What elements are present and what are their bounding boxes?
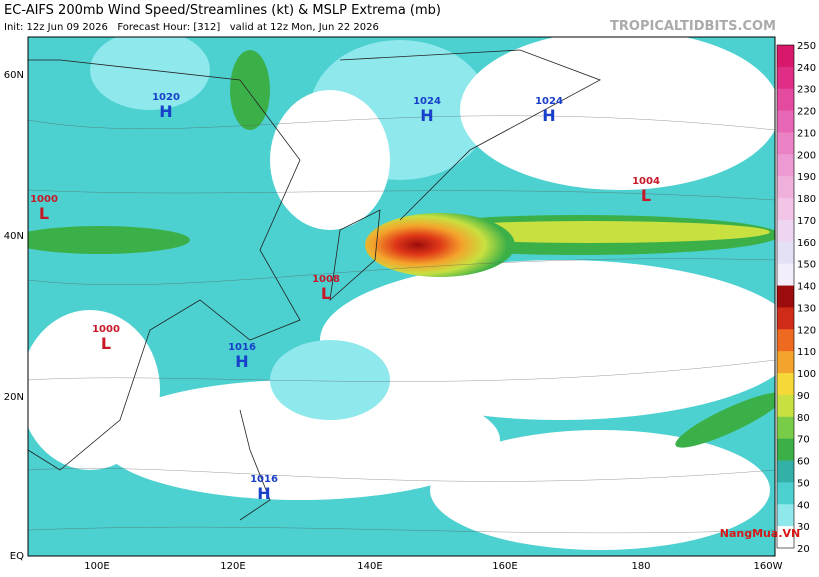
colorbar-tick-label: 120 [797,325,816,336]
lat-label: 40N [4,231,24,242]
colorbar-swatch [777,307,794,330]
colorbar-tick-label: 30 [797,522,810,533]
lon-label: 120E [220,561,245,572]
colorbar-tick-label: 220 [797,107,816,118]
colorbar-tick-label: 80 [797,413,810,424]
title: EC-AIFS 200mb Wind Speed/Streamlines (kt… [4,3,441,18]
colorbar-swatch [777,373,794,396]
colorbar-tick-label: 100 [797,369,816,380]
colorbar-swatch [777,438,794,462]
center-value: 1000 [30,194,58,205]
colorbar-tick-label: 20 [797,544,810,555]
center-letter: L [101,334,111,353]
colorbar-tick-label: 180 [797,194,816,205]
center-letter: L [39,204,49,223]
colorbar-swatch [777,45,794,68]
colorbar-swatch [777,198,794,221]
center-letter: L [641,186,651,205]
colorbar-tick-label: 110 [797,347,816,358]
center-value: 1016 [228,342,256,353]
colorbar-swatch [777,351,794,374]
colorbar-tick-label: 130 [797,303,816,314]
colorbar-tick-label: 250 [797,41,816,52]
colorbar-tick-label: 60 [797,457,810,468]
center-value: 1024 [535,96,563,107]
colorbar-swatch [777,132,794,155]
colorbar-tick-label: 70 [797,435,810,446]
colorbar-swatch [777,285,794,308]
colorbar-tick-label: 160 [797,238,816,249]
subtitle: Init: 12z Jun 09 2026 Forecast Hour: [31… [4,22,379,33]
lon-label: 160W [754,561,783,572]
lon-label: 100E [84,561,109,572]
lat-label: 60N [4,70,24,81]
colorbar-tick-label: 190 [797,172,816,183]
colorbar-swatch [777,241,794,265]
colorbar-tick-label: 200 [797,150,816,161]
colorbar-tick-label: 240 [797,63,816,74]
colorbar-swatch [777,416,794,440]
lat-label: 20N [4,392,24,403]
center-letter: H [235,352,248,371]
center-letter: L [321,284,331,303]
center-letter: H [420,106,433,125]
colorbar-swatch [777,219,794,243]
colorbar-swatch [777,394,794,418]
colorbar-swatch [777,263,794,287]
lon-label: 160E [492,561,517,572]
colorbar-tick-label: 50 [797,478,810,489]
colorbar-tick-label: 90 [797,391,810,402]
center-letter: H [257,484,270,503]
center-value: 1020 [152,92,180,103]
colorbar-tick-label: 140 [797,282,816,293]
colorbar-tick-label: 150 [797,260,816,271]
colorbar-tick-label: 230 [797,85,816,96]
lon-label: 140E [357,561,382,572]
center-letter: H [542,106,555,125]
center-value: 1004 [632,176,660,187]
center-value: 1000 [92,324,120,335]
lon-label: 180 [631,561,650,572]
colorbar-swatch [777,110,794,133]
center-value: 1016 [250,474,278,485]
colorbar-swatch [777,329,794,352]
colorbar-swatch [777,526,794,549]
colorbar-swatch [777,88,794,112]
colorbar-swatch [777,504,794,527]
colorbar: 250 240 230 220 210 200 190 180 170 160 150 140 130 1… [776,41,816,555]
site-label: TROPICALTIDBITS.COM [610,19,776,34]
colorbar-tick-label: 170 [797,216,816,227]
map-area [28,37,775,556]
lat-label: EQ [10,551,24,562]
colorbar-tick-label: 40 [797,500,810,511]
colorbar-tick-label: 210 [797,128,816,139]
center-letter: H [159,102,172,121]
colorbar-swatch [777,176,794,199]
colorbar-swatch [777,154,794,177]
colorbar-swatch [777,482,794,505]
watermark: NangMua.VN [720,527,800,540]
center-value: 1024 [413,96,441,107]
colorbar-swatch [777,460,794,483]
colorbar-swatch [777,66,794,90]
colorbar-frame [776,44,795,549]
center-value: 1008 [312,274,340,285]
